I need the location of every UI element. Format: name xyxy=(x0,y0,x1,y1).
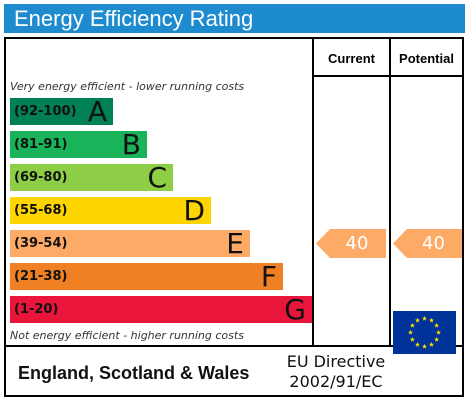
band-letter: D xyxy=(183,194,205,227)
country-label: England, Scotland & Wales xyxy=(18,363,250,383)
band-e: (39-54) E xyxy=(10,227,250,260)
eu-directive-label: EU Directive xyxy=(286,352,386,371)
band-c: (69-80) C xyxy=(10,161,173,194)
band-range: (55-68) xyxy=(14,203,68,218)
eu-star-icon xyxy=(422,343,427,349)
band-letter: C xyxy=(147,161,167,194)
eu-star-icon xyxy=(434,322,440,328)
band-letter: B xyxy=(121,128,141,161)
eu-star-icon xyxy=(415,317,420,323)
band-g: (1-20) G xyxy=(10,293,312,326)
eu-star-icon xyxy=(409,322,415,328)
header-divider xyxy=(312,75,462,77)
eu-stars xyxy=(408,315,441,349)
band-a: (92-100) A xyxy=(10,95,113,128)
band-d: (55-68) D xyxy=(10,194,211,227)
title-bar: Energy Efficiency Rating xyxy=(4,4,465,33)
eu-star-icon xyxy=(434,336,440,342)
eu-directive-number: 2002/91/EC xyxy=(289,372,383,391)
current-arrow-shape xyxy=(316,229,386,258)
eu-star-icon xyxy=(408,329,413,335)
chart-title: Energy Efficiency Rating xyxy=(14,6,254,31)
current-column-divider xyxy=(312,39,314,347)
band-letter: F xyxy=(260,260,277,293)
current-rating-value: 40 xyxy=(345,233,369,254)
footer-divider xyxy=(6,345,462,347)
eu-flag-icon xyxy=(393,311,456,354)
band-b: (81-91) B xyxy=(10,128,147,161)
eu-star-icon xyxy=(436,329,441,335)
band-range: (21-38) xyxy=(14,269,68,284)
bottom-note: Not energy efficient - higher running co… xyxy=(10,329,244,342)
current-column-header: Current xyxy=(328,50,375,66)
band-range: (81-91) xyxy=(14,137,68,152)
band-letter: E xyxy=(226,227,244,260)
band-range: (92-100) xyxy=(14,104,77,119)
potential-rating-value: 40 xyxy=(422,233,445,254)
band-letter: G xyxy=(284,293,306,326)
top-note: Very energy efficient - lower running co… xyxy=(10,80,245,93)
band-letter: A xyxy=(87,95,107,128)
band-range: (1-20) xyxy=(14,302,59,317)
eu-star-icon xyxy=(415,342,420,347)
potential-arrow-shape xyxy=(393,229,462,258)
band-range: (39-54) xyxy=(14,236,68,251)
band-f: (21-38) F xyxy=(10,260,283,293)
rating-frame: Current Potential Very energy efficient … xyxy=(4,37,464,397)
potential-column-divider xyxy=(389,39,391,347)
eu-star-icon xyxy=(422,315,427,321)
eu-star-icon xyxy=(429,342,434,347)
current-rating-arrow: 40 xyxy=(316,229,386,258)
eu-star-icon xyxy=(429,317,434,323)
eu-star-icon xyxy=(409,336,415,342)
band-range: (69-80) xyxy=(14,170,68,185)
potential-column-header: Potential xyxy=(399,50,454,66)
potential-rating-arrow: 40 xyxy=(393,229,462,258)
